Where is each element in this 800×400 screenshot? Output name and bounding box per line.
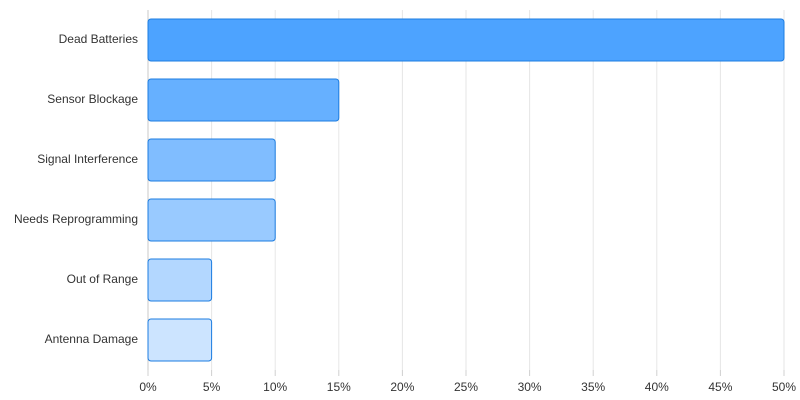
bar xyxy=(147,258,213,302)
bar xyxy=(147,318,213,362)
x-tick-label: 10% xyxy=(263,380,287,394)
x-tick-label: 5% xyxy=(203,380,221,394)
y-tick-label: Signal Interference xyxy=(37,152,138,166)
x-tick-label: 30% xyxy=(518,380,542,394)
bar xyxy=(147,138,276,182)
x-tick-label: 50% xyxy=(772,380,796,394)
y-tick-label: Out of Range xyxy=(67,272,139,286)
y-tick-label: Sensor Blockage xyxy=(47,92,138,106)
x-tick-label: 20% xyxy=(390,380,414,394)
x-tick-label: 40% xyxy=(645,380,669,394)
x-tick-label: 0% xyxy=(139,380,157,394)
bar xyxy=(147,18,785,62)
bar xyxy=(147,78,340,122)
x-tick-label: 25% xyxy=(454,380,478,394)
y-tick-label: Needs Reprogramming xyxy=(14,212,138,226)
x-tick-label: 45% xyxy=(708,380,732,394)
y-tick-label: Antenna Damage xyxy=(45,332,139,346)
x-tick-label: 15% xyxy=(327,380,351,394)
bar xyxy=(147,198,276,242)
x-tick-label: 35% xyxy=(581,380,605,394)
y-tick-label: Dead Batteries xyxy=(59,32,138,46)
